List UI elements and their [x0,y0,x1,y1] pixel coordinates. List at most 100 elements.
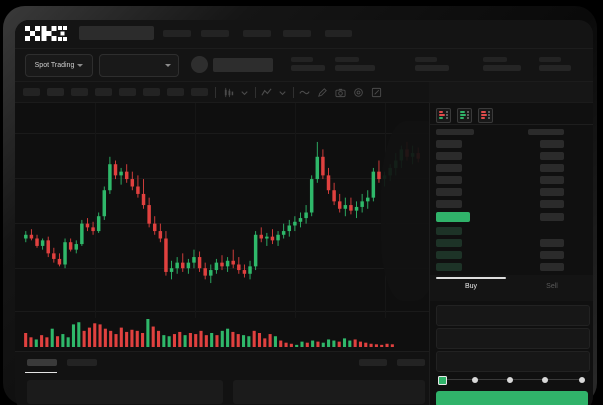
orders-panel [15,351,429,405]
order-amount-field[interactable] [436,328,590,349]
orderbook-ask-amount [540,164,564,172]
orderbook-bid-amount [540,239,564,247]
orderbook-bid-row[interactable] [436,263,462,271]
bottom-tab-order-history[interactable] [67,359,97,366]
chart-settings-gear-icon[interactable] [353,87,364,98]
okx-logo[interactable] [25,26,67,41]
chart-toolbar [15,82,593,103]
timeframe-chip-1[interactable] [23,88,40,96]
timeframe-chip-5[interactable] [119,88,136,96]
top-navigation-bar [15,20,593,49]
indicators-icon[interactable] [261,87,272,98]
slider-tick-25[interactable] [472,376,478,383]
timeframe-chip-8[interactable] [191,88,208,96]
main-content: Buy Sell [15,103,593,405]
timeframe-chip-3[interactable] [71,88,88,96]
orderbook-header-amount [528,129,564,135]
orders-placeholder-left [27,380,223,404]
orderbook-bid-row[interactable] [436,227,462,235]
order-form-tabs: Buy Sell [430,275,593,301]
bottom-action-2[interactable] [397,359,425,366]
device-screen: Spot Trading [15,20,593,405]
sell-tab[interactable]: Sell [546,283,558,290]
candlestick-type-icon[interactable] [223,87,234,98]
submit-buy-button[interactable] [436,391,588,405]
nav-search-box[interactable] [79,26,154,40]
stat-2-value [335,65,375,71]
stat-3-value [415,65,449,71]
stat-4-value [483,65,521,71]
orderbook-bid-amount [540,251,564,259]
orderbook-view-both-icon[interactable] [436,108,451,123]
drawing-pencil-icon[interactable] [317,87,328,98]
price-chart-pane[interactable] [15,103,429,405]
timeframe-chip-2[interactable] [47,88,64,96]
stat-4-label [483,57,507,62]
orderbook-ask-amount [540,140,564,148]
orders-placeholder-right [233,380,425,404]
nav-item-more[interactable] [325,30,352,37]
slider-tick-50[interactable] [507,376,513,383]
timeframe-chip-6[interactable] [143,88,160,96]
stat-1-value [291,65,325,71]
orderbook-pane: Buy Sell [429,103,593,405]
orderbook-ask-amount [540,200,564,208]
orderbook-ask-row[interactable] [436,200,462,208]
buy-tab[interactable]: Buy [464,283,478,290]
pair-name-skeleton [213,58,273,72]
orderbook-bid-row[interactable] [436,239,462,247]
nav-item-markets[interactable] [163,30,191,37]
line-chart-icon[interactable] [299,87,310,98]
orderbook-ask-amount [540,188,564,196]
orderbook-ask-row[interactable] [436,188,462,196]
orderbook-view-bids-icon[interactable] [457,108,472,123]
orderbook-toolbar-spacer [429,82,593,102]
orderbook-ask-row[interactable] [436,140,462,148]
stat-3-label [415,57,437,62]
indicators-dropdown-icon[interactable] [277,87,288,98]
orderbook-ask-row[interactable] [436,176,462,184]
chevron-down-icon [77,64,84,67]
orderbook-ask-row[interactable] [436,152,462,160]
orderbook-ask-amount [540,176,564,184]
chevron-down-icon [165,64,171,67]
nav-item-earn[interactable] [283,30,311,37]
slider-tick-75[interactable] [542,376,548,383]
stat-2-label [335,57,359,62]
order-price-field[interactable] [436,305,590,326]
buy-tab-underline [436,277,506,279]
bottom-action-1[interactable] [359,359,387,366]
nav-item-derivatives[interactable] [243,30,271,37]
timeframe-chip-4[interactable] [95,88,112,96]
orderbook-last-price [436,212,470,222]
candlestick-series [24,141,420,284]
orderbook-header-price [436,129,474,135]
orderbook-view-toggles [436,108,493,123]
volume-series [24,319,394,347]
orderbook-bid-row[interactable] [436,251,462,259]
fullscreen-expand-icon[interactable] [371,87,382,98]
coin-avatar [191,56,208,73]
bottom-tab-open-orders[interactable] [27,359,57,366]
order-total-field[interactable] [436,351,590,372]
stat-5-label [539,57,561,62]
stat-5-value [539,65,571,71]
orderbook-last-amount [540,213,564,221]
slider-tick-100[interactable] [579,376,585,383]
chart-overlay-shape [381,121,429,301]
nav-item-trade[interactable] [201,30,229,37]
market-type-label: Spot Trading [34,62,75,69]
timeframe-chip-7[interactable] [167,88,184,96]
orderbook-ask-amount [540,152,564,160]
trading-pair-selector[interactable] [99,54,179,77]
slider-handle[interactable] [438,375,447,385]
camera-snapshot-icon[interactable] [335,87,346,98]
orderbook-ask-row[interactable] [436,164,462,172]
orderbook-view-asks-icon[interactable] [478,108,493,123]
order-amount-slider[interactable] [438,375,586,385]
bottom-tab-active-underline [25,372,57,373]
orderbook-bid-amount [540,263,564,271]
candlestick-dropdown-icon[interactable] [239,87,250,98]
market-type-selector[interactable]: Spot Trading [25,54,93,77]
